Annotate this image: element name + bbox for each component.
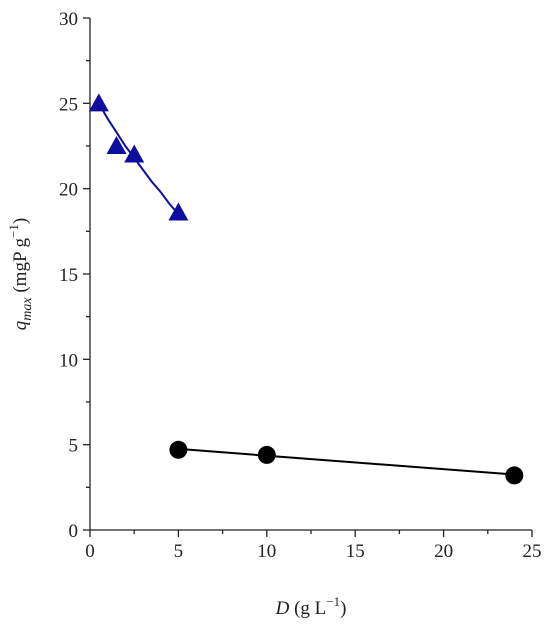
x-tick-label: 25 [523, 541, 542, 562]
y-label-subscript: max [20, 297, 35, 321]
y-tick-label: 15 [59, 265, 78, 286]
x-label-close: ) [340, 598, 346, 619]
y-label-unit: (mgP g [10, 237, 31, 297]
x-tick-label: 15 [346, 541, 365, 562]
fit-line [178, 447, 515, 476]
x-tick-label: 5 [174, 541, 184, 562]
y-tick-label: 10 [59, 350, 78, 371]
y-label-symbol: q [10, 320, 31, 330]
y-tick-label: 5 [69, 436, 79, 457]
triangle-marker [124, 144, 145, 163]
y-tick-label: 30 [59, 9, 78, 30]
triangle-marker [168, 202, 189, 221]
triangle-marker [88, 93, 109, 112]
y-tick-label: 25 [59, 94, 78, 115]
x-label-symbol: D [275, 598, 290, 619]
y-axis-label: qmax (mgP g−1) [6, 218, 35, 330]
x-tick-label: 0 [85, 541, 95, 562]
circle-marker [505, 466, 524, 485]
circle-marker [257, 445, 276, 464]
y-tick-label: 20 [59, 180, 78, 201]
x-label-unit: (g L [289, 598, 326, 619]
x-tick-label: 10 [257, 541, 276, 562]
y-label-close: ) [10, 218, 31, 224]
x-tick-label: 20 [434, 541, 453, 562]
x-axis-label: D (g L−1) [275, 594, 347, 619]
circle-marker [169, 440, 188, 459]
y-label-superscript: −1 [6, 224, 21, 238]
triangle-marker [106, 136, 127, 154]
y-tick-label: 0 [69, 521, 79, 542]
fit-line [97, 102, 180, 215]
x-label-superscript: −1 [326, 594, 340, 609]
